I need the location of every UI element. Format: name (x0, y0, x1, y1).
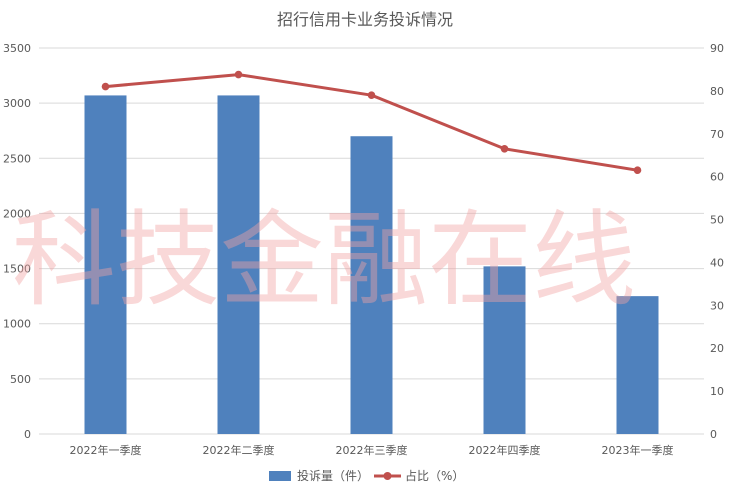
x-axis: 2022年一季度 2022年二季度 2022年三季度 2022年四季度 2023年一季度 (70, 443, 674, 457)
y-left-tick-label: 0 (24, 428, 31, 441)
chart-title: 招行信用卡业务投诉情况 (277, 10, 453, 29)
x-tick-label: 2022年二季度 (203, 443, 275, 457)
legend-label-bar: 投诉量（件） (297, 468, 369, 483)
line-point (500, 144, 509, 153)
bar (483, 266, 526, 434)
legend-swatch-line-marker (383, 472, 392, 480)
bar-series (84, 95, 659, 435)
right-axis: 0 10 20 30 40 50 60 70 80 90 (710, 42, 724, 441)
line-point (101, 82, 110, 91)
x-tick-label: 2022年四季度 (469, 443, 541, 457)
y-right-tick-label: 20 (710, 342, 724, 355)
y-right-tick-label: 0 (710, 428, 717, 441)
legend: 投诉量（件） 占比（%） (269, 468, 464, 483)
watermark: 科技金融在线 (12, 199, 636, 321)
y-left-tick-label: 500 (10, 373, 31, 386)
bar (217, 95, 260, 435)
y-right-tick-label: 10 (710, 385, 724, 398)
legend-label-line: 占比（%） (405, 468, 464, 483)
x-tick-label: 2022年三季度 (336, 443, 408, 457)
y-right-tick-label: 60 (710, 171, 724, 184)
y-right-tick-label: 50 (710, 214, 724, 227)
left-axis: 0 500 1000 1500 2000 2500 3000 3500 (3, 42, 31, 441)
y-left-tick-label: 1000 (3, 318, 31, 331)
y-left-tick-label: 3500 (3, 42, 31, 55)
line-series (101, 70, 642, 175)
x-tick-label: 2023年一季度 (602, 443, 674, 457)
bar (84, 95, 127, 435)
x-tick-label: 2022年一季度 (70, 443, 142, 457)
y-left-tick-label: 2000 (3, 207, 31, 220)
y-left-tick-label: 2500 (3, 152, 31, 165)
y-right-tick-label: 90 (710, 42, 724, 55)
y-left-tick-label: 1500 (3, 263, 31, 276)
line-point (234, 70, 243, 79)
line-point (367, 91, 376, 99)
y-right-tick-label: 40 (710, 256, 724, 269)
y-left-tick-label: 3000 (3, 97, 31, 110)
bar (616, 296, 659, 434)
line-point (633, 166, 642, 175)
y-right-tick-label: 80 (710, 85, 724, 98)
y-right-tick-label: 30 (710, 299, 724, 312)
bar (350, 136, 393, 434)
y-right-tick-label: 70 (710, 128, 724, 141)
legend-swatch-bar (269, 471, 291, 481)
